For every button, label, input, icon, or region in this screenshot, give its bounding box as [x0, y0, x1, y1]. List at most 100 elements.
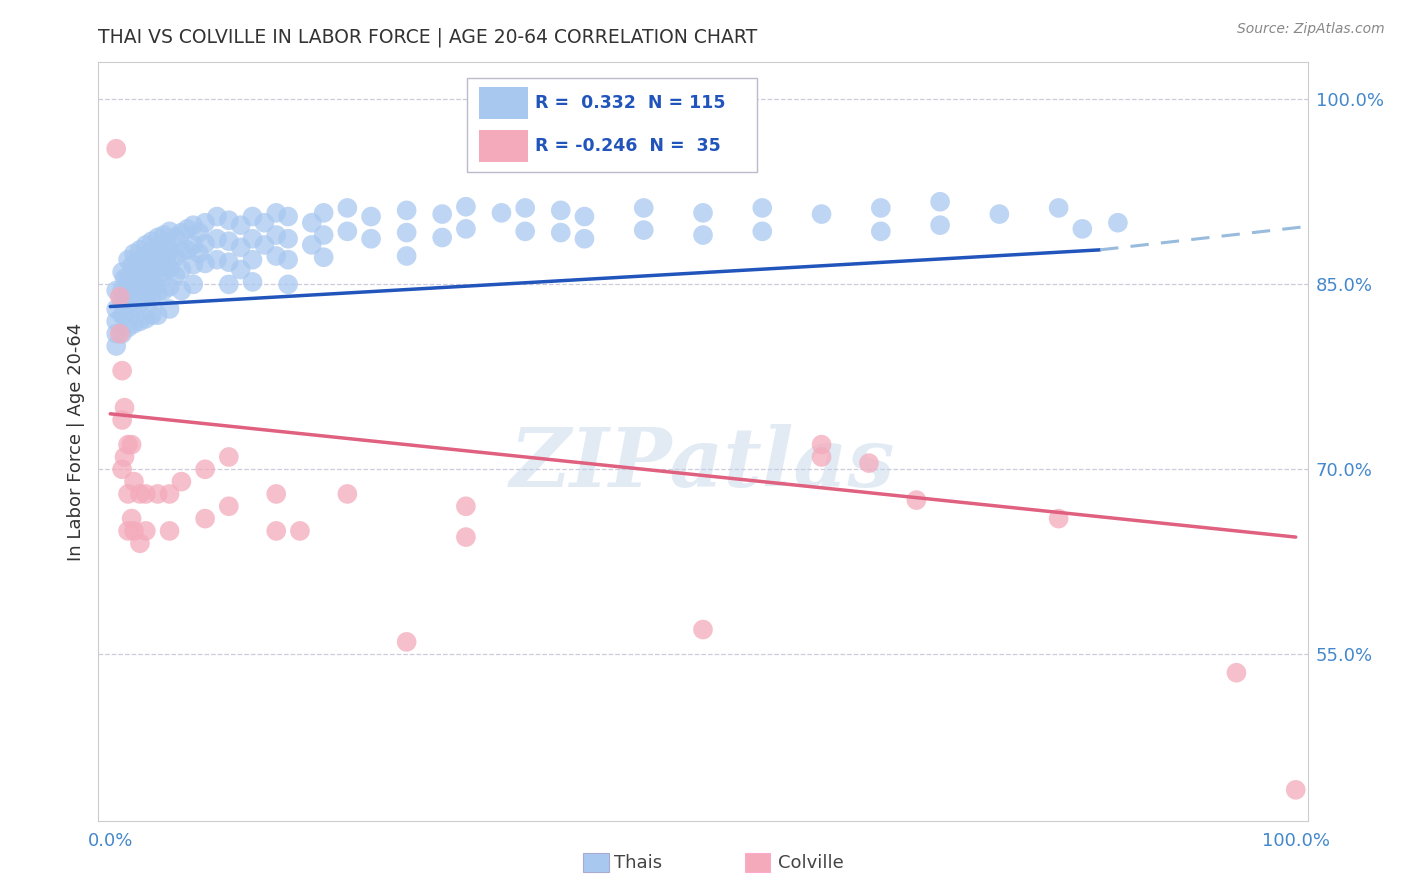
Point [218, 255, 240, 269]
Point [194, 216, 217, 230]
Point [176, 243, 198, 257]
Point [205, 252, 228, 267]
Point [111, 326, 134, 341]
Point [194, 511, 217, 525]
Point [360, 232, 382, 246]
Point [869, 201, 891, 215]
Point [146, 487, 169, 501]
Point [143, 261, 166, 276]
Point [277, 252, 299, 267]
Point [929, 194, 952, 209]
Point [229, 240, 252, 254]
Point [988, 207, 1011, 221]
Point [135, 487, 157, 501]
Point [129, 243, 152, 257]
Point [312, 250, 335, 264]
Point [117, 252, 139, 267]
Point [122, 475, 145, 489]
Point [121, 511, 143, 525]
Point [117, 290, 139, 304]
Point [170, 475, 193, 489]
Point [125, 275, 148, 289]
Point [1225, 665, 1247, 680]
Point [360, 210, 382, 224]
Point [312, 227, 335, 242]
Point [242, 275, 264, 289]
Point [117, 304, 139, 318]
Point [135, 292, 157, 306]
Point [1047, 201, 1070, 215]
Point [692, 623, 714, 637]
Point [152, 246, 174, 260]
Point [395, 635, 418, 649]
Point [218, 500, 240, 514]
Point [114, 290, 136, 304]
Point [181, 277, 204, 292]
Point [117, 320, 139, 334]
Point [143, 243, 166, 257]
Point [129, 314, 152, 328]
Point [264, 249, 287, 263]
Point [135, 275, 157, 289]
Point [141, 308, 163, 322]
Point [253, 216, 276, 230]
Point [229, 218, 252, 232]
Point [122, 284, 145, 298]
Point [242, 210, 264, 224]
Point [135, 311, 157, 326]
Point [692, 206, 714, 220]
Point [432, 207, 454, 221]
Point [253, 238, 276, 252]
Point [692, 227, 714, 242]
Point [1071, 222, 1094, 236]
Point [336, 224, 359, 238]
Point [264, 487, 287, 501]
Point [454, 530, 477, 544]
Point [929, 218, 952, 232]
Text: Colville: Colville [778, 854, 844, 871]
Point [117, 437, 139, 451]
Point [135, 259, 157, 273]
Point [105, 339, 128, 353]
Point [550, 226, 572, 240]
Point [432, 230, 454, 244]
Point [218, 234, 240, 248]
Point [122, 300, 145, 314]
Point [152, 284, 174, 298]
Point [117, 524, 139, 538]
Point [633, 223, 655, 237]
Point [156, 256, 179, 270]
Point [105, 301, 128, 316]
Point [188, 246, 211, 260]
Point [111, 284, 134, 298]
Text: ZIPatlas: ZIPatlas [510, 425, 896, 504]
Point [121, 296, 143, 310]
Point [1285, 782, 1308, 797]
Point [111, 296, 134, 310]
Point [143, 280, 166, 294]
Point [170, 262, 193, 277]
FancyBboxPatch shape [467, 78, 758, 172]
Point [810, 207, 832, 221]
Y-axis label: In Labor Force | Age 20-64: In Labor Force | Age 20-64 [66, 322, 84, 561]
Point [135, 238, 157, 252]
Point [132, 250, 155, 264]
Point [122, 246, 145, 260]
Text: R =  0.332  N = 115: R = 0.332 N = 115 [534, 95, 725, 112]
Point [117, 271, 139, 285]
Point [141, 271, 163, 285]
Point [181, 258, 204, 272]
Point [159, 301, 181, 316]
Point [336, 487, 359, 501]
Point [264, 227, 287, 242]
Point [301, 238, 323, 252]
Point [121, 280, 143, 294]
Point [132, 268, 155, 282]
Point [218, 450, 240, 464]
Point [108, 326, 131, 341]
Point [129, 536, 152, 550]
Point [395, 249, 418, 263]
Point [152, 227, 174, 242]
Text: Thais: Thais [614, 854, 662, 871]
Point [159, 280, 181, 294]
